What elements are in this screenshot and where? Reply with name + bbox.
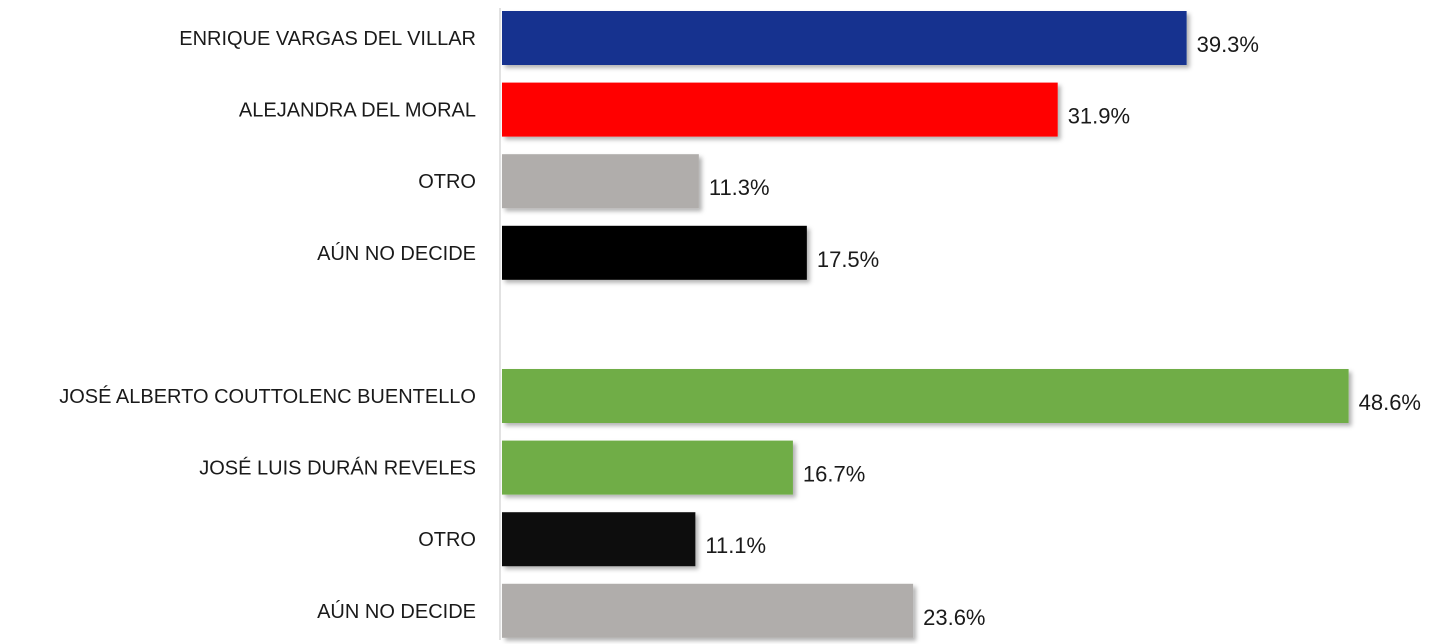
bar-1-4: [502, 225, 807, 280]
bar-2-1: [502, 369, 1349, 423]
bars-layer: ENRIQUE VARGAS DEL VILLAR 39.3% ALEJANDRA …: [59, 11, 1421, 638]
value-label-1-2: 31.9%: [1068, 104, 1130, 129]
category-label-2-3: OTRO: [418, 529, 476, 551]
category-label-2-2: JOSÉ LUIS DURÁN REVELES: [199, 457, 476, 480]
bar-1-2: [502, 82, 1058, 137]
value-label-1-3: 11.3%: [709, 175, 770, 200]
value-label-1-1: 39.3%: [1197, 32, 1259, 57]
category-label-1-2: ALEJANDRA DEL MORAL: [239, 100, 476, 122]
value-label-1-4: 17.5%: [817, 247, 879, 272]
bar-2-3: [502, 512, 696, 567]
bar-2-2: [502, 440, 793, 495]
category-label-1-1: ENRIQUE VARGAS DEL VILLAR: [179, 28, 476, 50]
category-label-1-3: OTRO: [418, 171, 476, 193]
category-label-2-4: AÚN NO DECIDE: [317, 600, 476, 623]
value-label-2-2: 16.7%: [803, 462, 865, 487]
bar-1-1: [502, 11, 1187, 65]
category-label-2-1: JOSÉ ALBERTO COUTTOLENC BUENTELLO: [59, 385, 476, 408]
value-label-2-4: 23.6%: [923, 605, 985, 630]
value-label-2-1: 48.6%: [1359, 390, 1421, 415]
bar-2-4: [502, 583, 914, 638]
bar-1-3: [502, 154, 699, 209]
value-label-2-3: 11.1%: [705, 533, 766, 558]
category-label-1-4: AÚN NO DECIDE: [317, 242, 476, 265]
